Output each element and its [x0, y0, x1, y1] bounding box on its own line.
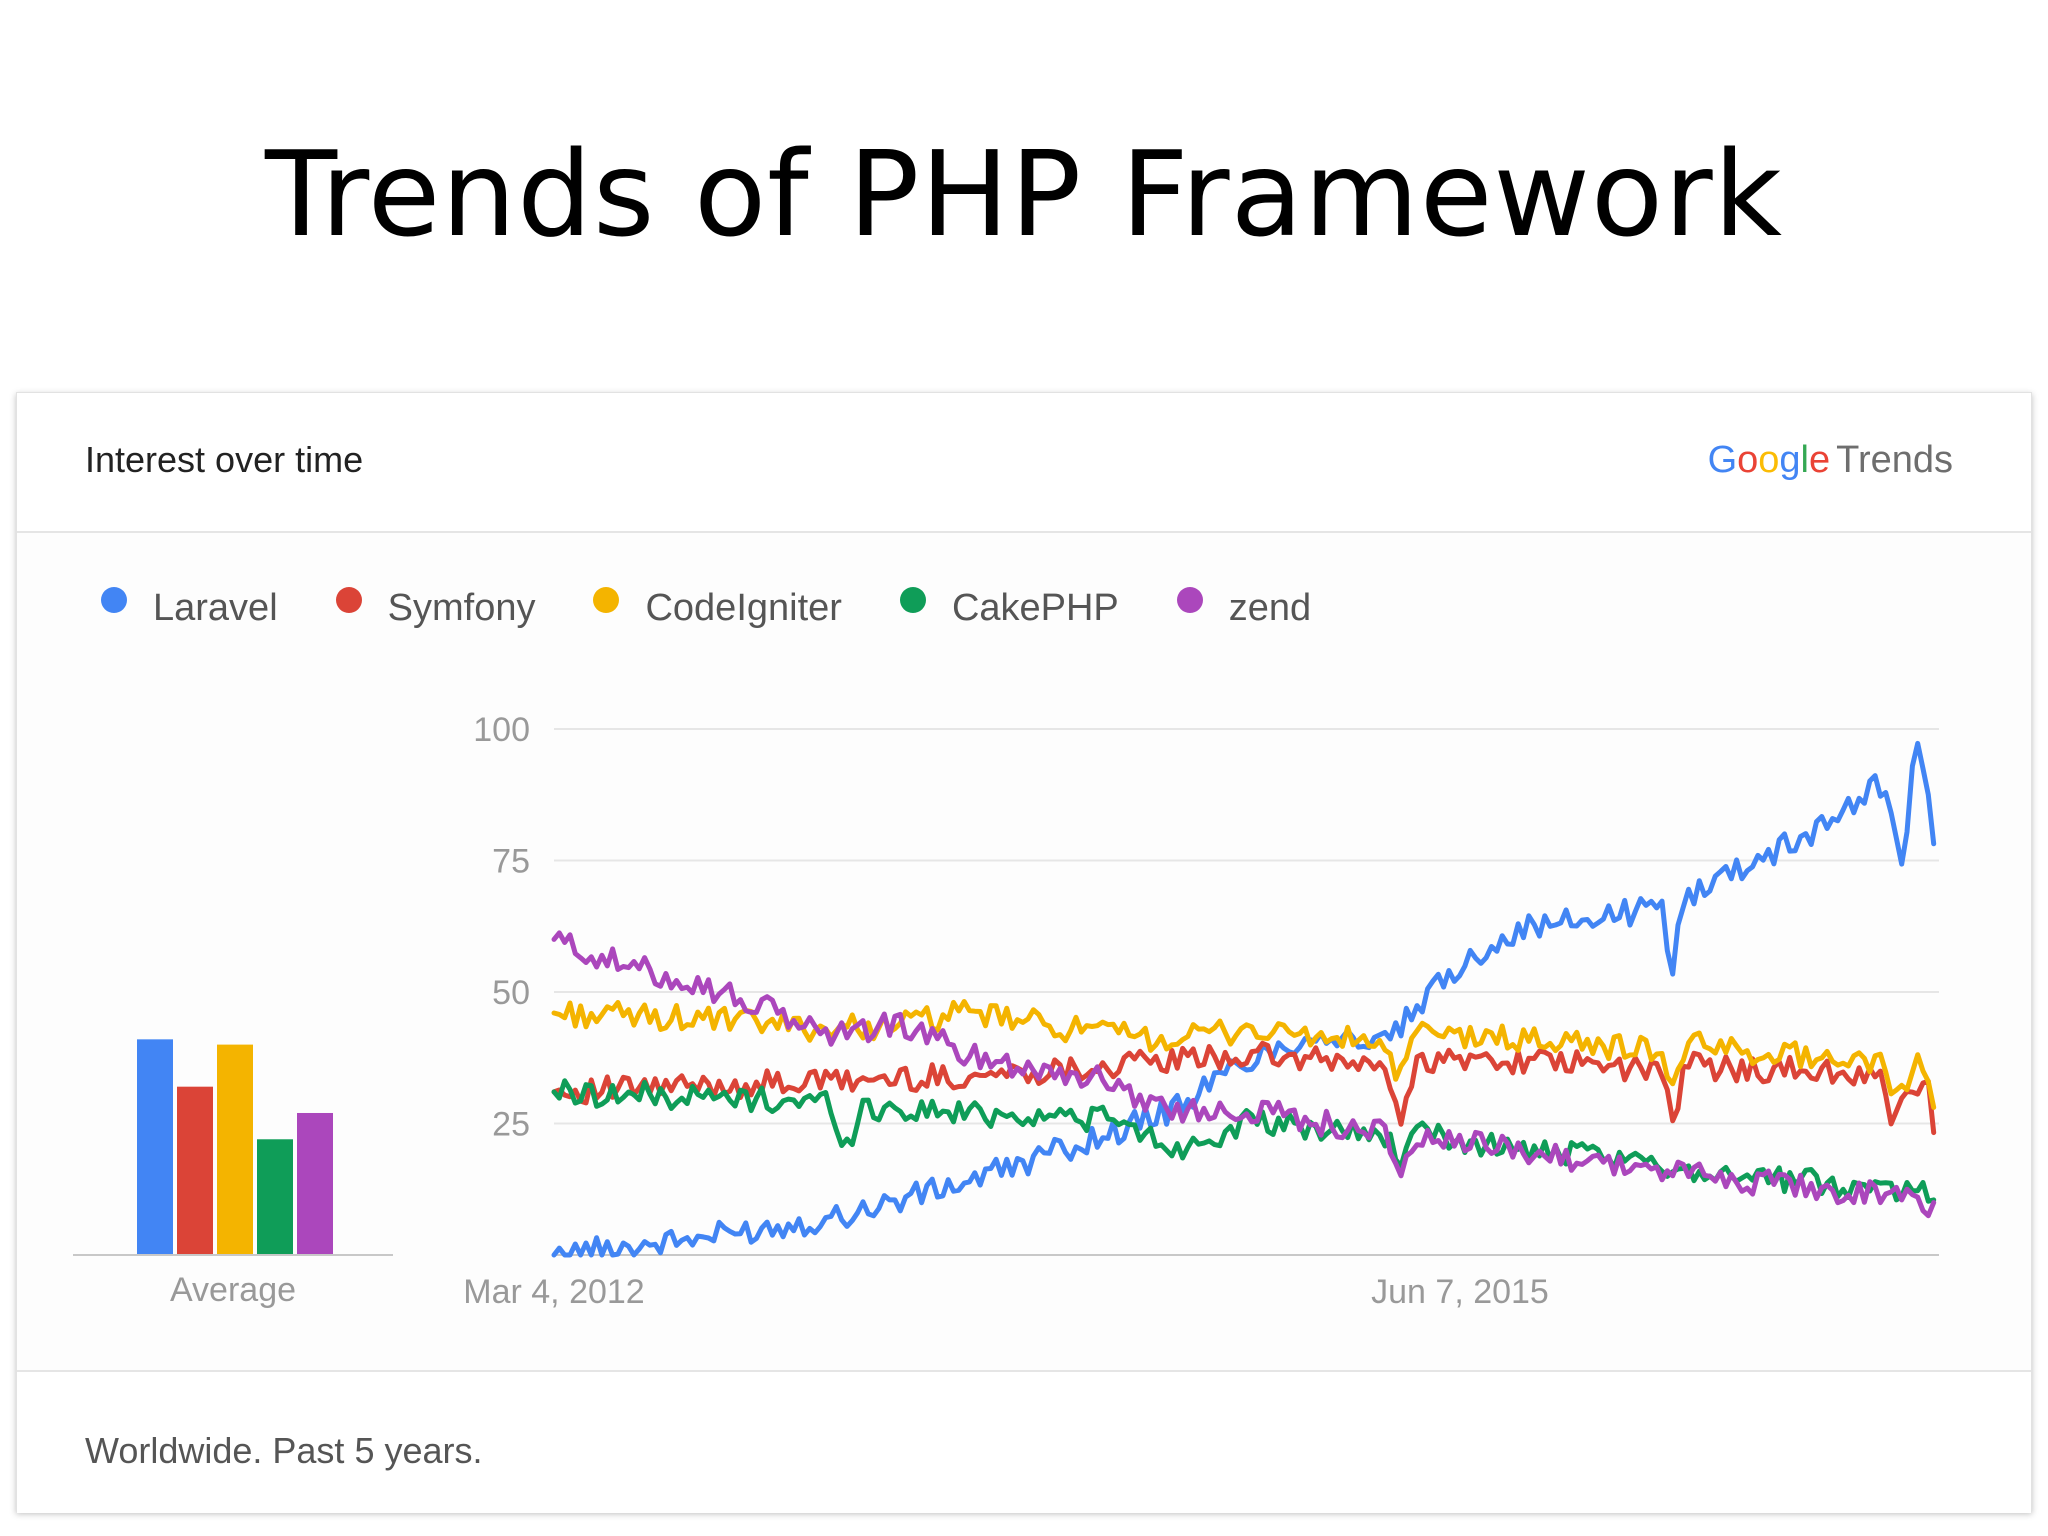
chart-area: Average 25 50 75 100 Mar 4, 2012 Jun 7, 2015	[73, 711, 1939, 1311]
card-footer: Worldwide. Past 5 years.	[17, 1370, 2031, 1513]
legend-label: CakePHP	[951, 586, 1119, 629]
y-tick-label: 100	[473, 711, 530, 749]
legend-label: CodeIgniter	[645, 586, 842, 629]
y-tick-label: 50	[492, 974, 530, 1012]
trends-card: Interest over time Google Trends Laravel S…	[16, 392, 2032, 1513]
series-line-zend	[551, 930, 1937, 1219]
legend-dot	[335, 587, 362, 613]
y-tick-label: 25	[492, 1106, 530, 1144]
legend-dot	[593, 587, 620, 613]
average-label: Average	[170, 1271, 296, 1309]
legend-label: Symfony	[387, 586, 536, 629]
card-header: Interest over time Google Trends	[17, 393, 2031, 533]
legend-dot	[899, 587, 926, 613]
slide-title: Trends of PHP Framework	[265, 125, 1783, 263]
legend-label: Laravel	[153, 586, 278, 629]
legend-item-zend[interactable]: zend	[1176, 586, 1312, 630]
y-tick-label: 75	[492, 843, 530, 881]
x-tick-label: Mar 4, 2012	[463, 1273, 644, 1311]
legend-dot	[101, 587, 127, 613]
average-bar-laravel	[137, 1039, 173, 1255]
chart-legend: Laravel Symfony CodeIgniter CakePHP zend	[101, 583, 1369, 633]
average-bar-zend	[297, 1112, 333, 1255]
card-title: Interest over time	[85, 439, 364, 480]
average-bar-symfony	[177, 1086, 213, 1255]
google-trends-logo: Google Trends	[1707, 439, 1953, 481]
average-bar-cakephp	[257, 1139, 293, 1255]
series-line-symfony	[551, 1040, 1937, 1136]
x-tick-label: Jun 7, 2015	[1371, 1273, 1549, 1311]
legend-label: zend	[1228, 586, 1312, 629]
legend-dot	[1176, 587, 1203, 613]
legend-item-laravel[interactable]: Laravel	[101, 587, 278, 630]
series-line-laravel	[551, 740, 1937, 1258]
legend-item-symfony[interactable]: Symfony	[335, 586, 536, 630]
legend-item-cakephp[interactable]: CakePHP	[899, 586, 1119, 630]
legend-item-codeigniter[interactable]: CodeIgniter	[593, 586, 842, 630]
average-bar-codeigniter	[217, 1044, 253, 1255]
footer-text: Worldwide. Past 5 years.	[85, 1430, 483, 1471]
